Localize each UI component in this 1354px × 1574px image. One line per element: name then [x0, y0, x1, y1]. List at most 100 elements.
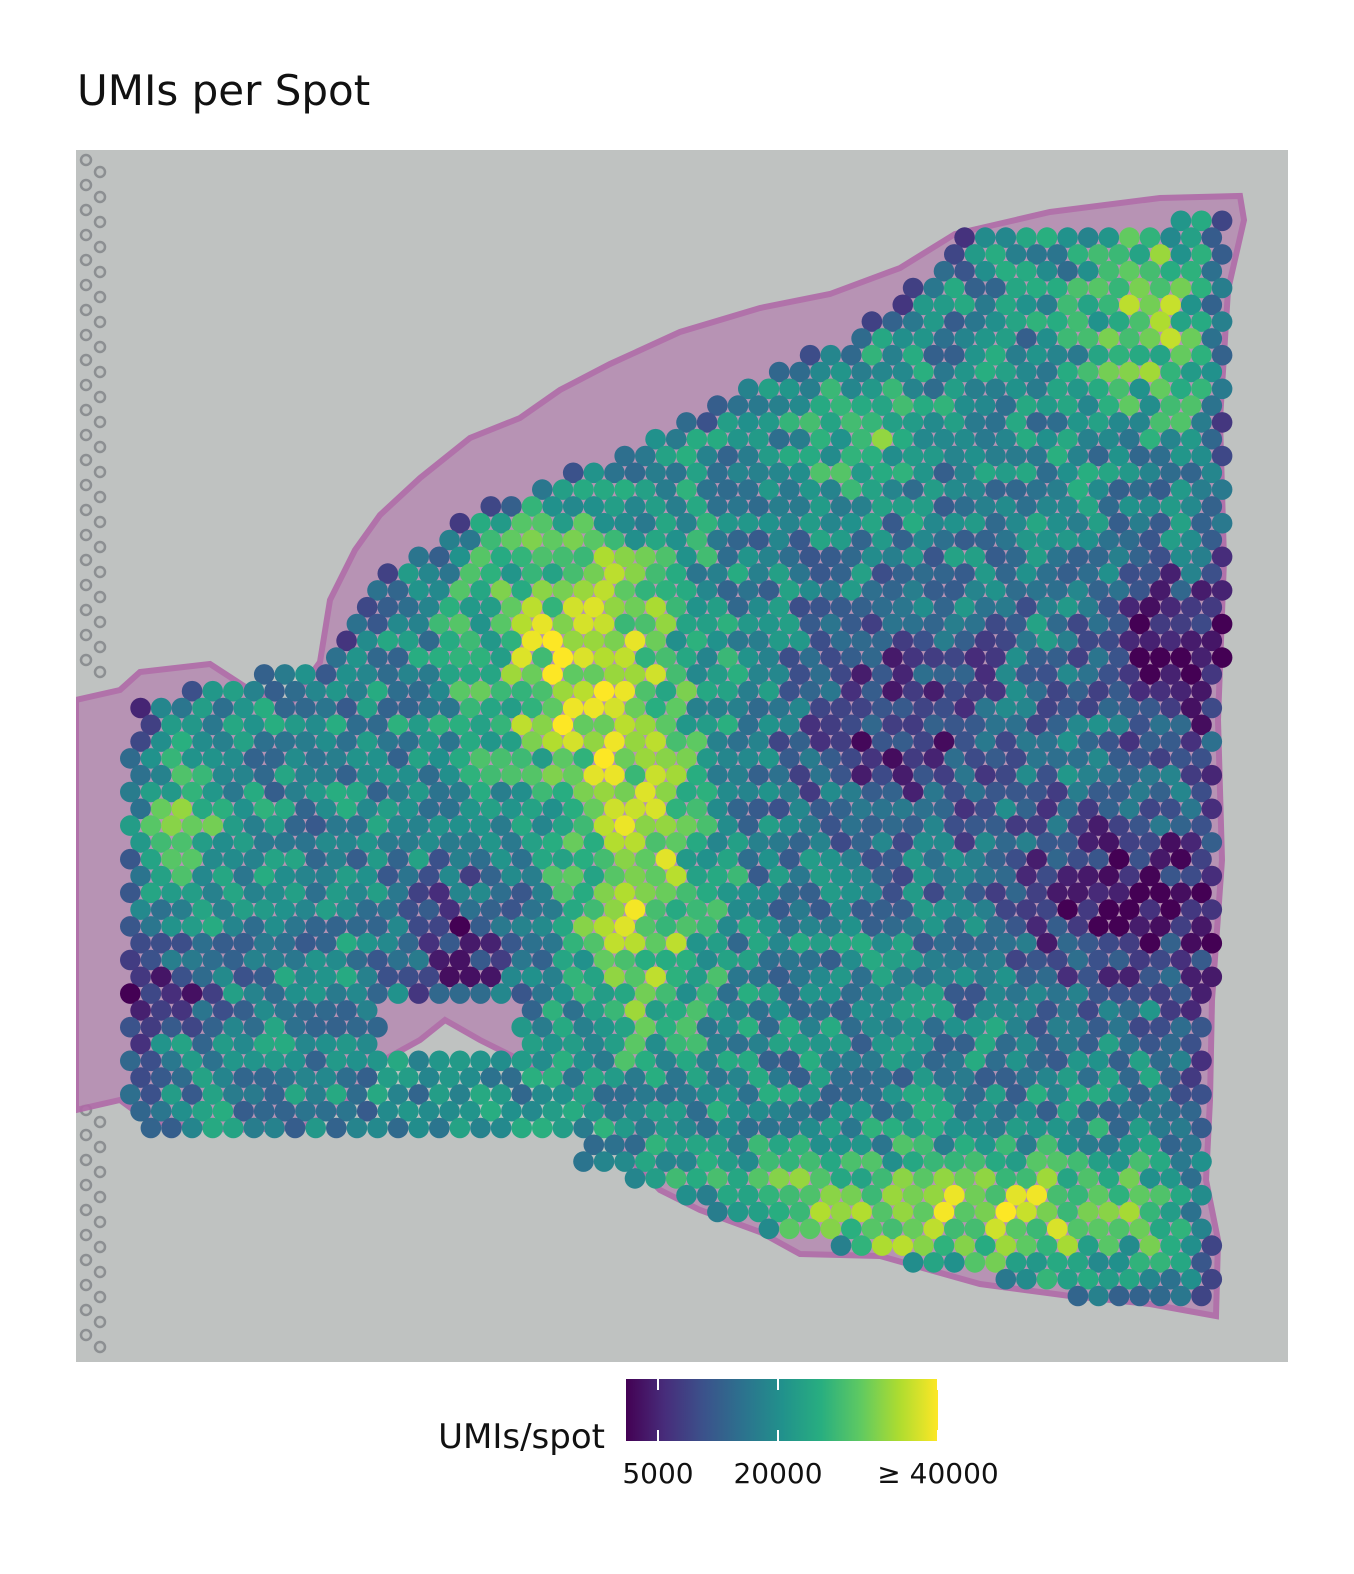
- spot: [305, 882, 327, 904]
- spot: [810, 932, 831, 954]
- spot: [1005, 580, 1027, 601]
- spot: [758, 882, 780, 904]
- spot: [810, 832, 831, 853]
- fiducial-dot: [79, 1278, 93, 1292]
- spot: [212, 1100, 234, 1122]
- spot: [717, 949, 738, 971]
- spot: [480, 664, 502, 685]
- fiducial-dot: [93, 1290, 107, 1304]
- spot: [861, 983, 883, 1004]
- spot: [985, 714, 1006, 736]
- spot: [1139, 664, 1161, 685]
- spot: [1119, 1134, 1140, 1156]
- spot: [892, 832, 914, 853]
- spot: [1160, 731, 1181, 752]
- spot: [1077, 1100, 1099, 1122]
- spot: [1211, 580, 1233, 601]
- spot: [696, 445, 718, 467]
- spot: [758, 680, 780, 702]
- spot: [1026, 1016, 1047, 1038]
- spot: [696, 1050, 718, 1072]
- spot: [954, 361, 975, 383]
- spot: [449, 815, 471, 836]
- spot: [192, 798, 213, 820]
- spot: [841, 1016, 862, 1038]
- spot: [1201, 865, 1223, 887]
- spot: [892, 664, 914, 685]
- spot: [1005, 1084, 1027, 1105]
- spot: [274, 731, 296, 752]
- spot: [1005, 1050, 1027, 1072]
- spot: [727, 1000, 749, 1021]
- spot: [1150, 546, 1171, 568]
- spot: [315, 865, 337, 887]
- spot: [851, 664, 872, 685]
- spot: [1098, 596, 1120, 618]
- spot: [1088, 1151, 1109, 1172]
- spot: [1036, 1268, 1058, 1290]
- spot: [418, 731, 440, 752]
- spot: [1026, 580, 1047, 601]
- spot: [1201, 260, 1223, 282]
- spot: [799, 916, 821, 937]
- spot: [768, 428, 790, 450]
- spot: [367, 647, 388, 668]
- spot: [676, 916, 697, 937]
- spot: [1150, 680, 1171, 702]
- spot: [995, 529, 1017, 551]
- spot: [1047, 680, 1068, 702]
- spot: [295, 798, 316, 820]
- spot: [810, 529, 831, 551]
- spot: [243, 848, 265, 870]
- spot: [1067, 580, 1089, 601]
- spot: [367, 580, 388, 601]
- fiducial-dot: [79, 1303, 93, 1317]
- spot: [655, 1050, 677, 1072]
- spot: [1170, 882, 1192, 904]
- spot: [1170, 378, 1192, 400]
- spot: [1088, 580, 1109, 601]
- spot: [1108, 781, 1130, 803]
- spot: [902, 344, 924, 366]
- spot: [789, 731, 811, 752]
- spot: [418, 798, 440, 820]
- spot: [202, 781, 223, 803]
- spot: [676, 479, 697, 500]
- spot: [892, 596, 914, 618]
- spot: [1211, 378, 1233, 400]
- spot: [377, 1067, 399, 1088]
- spot: [1201, 227, 1223, 248]
- spot: [964, 680, 986, 702]
- spot: [686, 1134, 708, 1156]
- spot: [480, 697, 502, 719]
- spot: [480, 899, 502, 920]
- spot: [841, 815, 862, 836]
- spot: [624, 462, 646, 484]
- spot: [882, 445, 903, 467]
- spot: [346, 781, 368, 803]
- spot: [1036, 1201, 1058, 1223]
- spot: [377, 1100, 399, 1122]
- spot: [1139, 932, 1161, 954]
- spot: [923, 1151, 944, 1172]
- spot: [635, 1084, 656, 1105]
- spot: [882, 1084, 903, 1105]
- spot: [758, 781, 780, 803]
- spot: [1067, 916, 1089, 937]
- spot: [1026, 1184, 1047, 1206]
- fiducial-dot: [93, 390, 107, 404]
- spot: [470, 916, 491, 937]
- spot: [789, 428, 811, 450]
- spot: [954, 1000, 975, 1021]
- spot: [871, 328, 893, 349]
- spot: [645, 1033, 666, 1055]
- spot: [336, 798, 357, 820]
- spot: [635, 546, 656, 568]
- spot: [974, 1134, 996, 1156]
- spot: [264, 983, 285, 1004]
- spot: [923, 277, 944, 299]
- spot: [130, 966, 151, 988]
- spot: [1150, 781, 1171, 803]
- spot: [964, 1218, 986, 1240]
- spot: [1077, 428, 1099, 450]
